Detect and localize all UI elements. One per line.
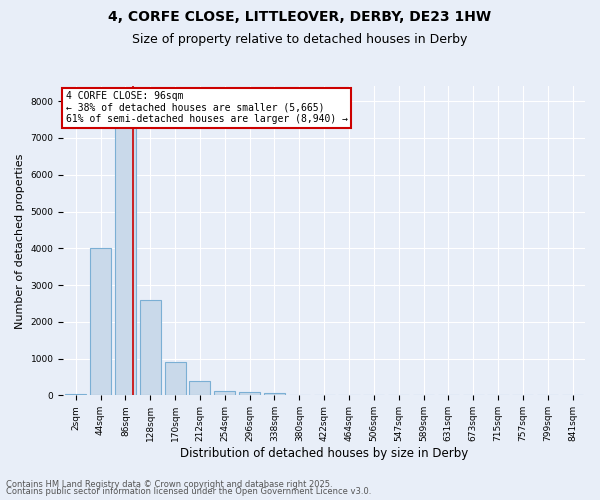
Bar	[140, 300, 161, 396]
Y-axis label: Number of detached properties: Number of detached properties	[15, 153, 25, 328]
X-axis label: Distribution of detached houses by size in Derby: Distribution of detached houses by size …	[180, 447, 468, 460]
Text: Contains HM Land Registry data © Crown copyright and database right 2025.: Contains HM Land Registry data © Crown c…	[6, 480, 332, 489]
Bar	[65, 394, 86, 396]
Text: Contains public sector information licensed under the Open Government Licence v3: Contains public sector information licen…	[6, 487, 371, 496]
Bar	[214, 390, 235, 396]
Bar	[90, 248, 111, 396]
Text: Size of property relative to detached houses in Derby: Size of property relative to detached ho…	[133, 32, 467, 46]
Bar	[190, 380, 211, 396]
Text: 4 CORFE CLOSE: 96sqm
← 38% of detached houses are smaller (5,665)
61% of semi-de: 4 CORFE CLOSE: 96sqm ← 38% of detached h…	[66, 91, 348, 124]
Bar	[239, 392, 260, 396]
Bar	[264, 393, 285, 396]
Bar	[115, 120, 136, 396]
Bar	[164, 362, 185, 396]
Text: 4, CORFE CLOSE, LITTLEOVER, DERBY, DE23 1HW: 4, CORFE CLOSE, LITTLEOVER, DERBY, DE23 …	[109, 10, 491, 24]
